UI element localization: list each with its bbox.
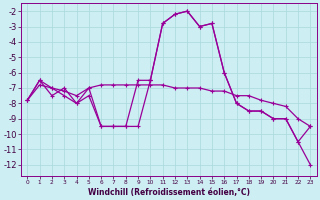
X-axis label: Windchill (Refroidissement éolien,°C): Windchill (Refroidissement éolien,°C) xyxy=(88,188,250,197)
